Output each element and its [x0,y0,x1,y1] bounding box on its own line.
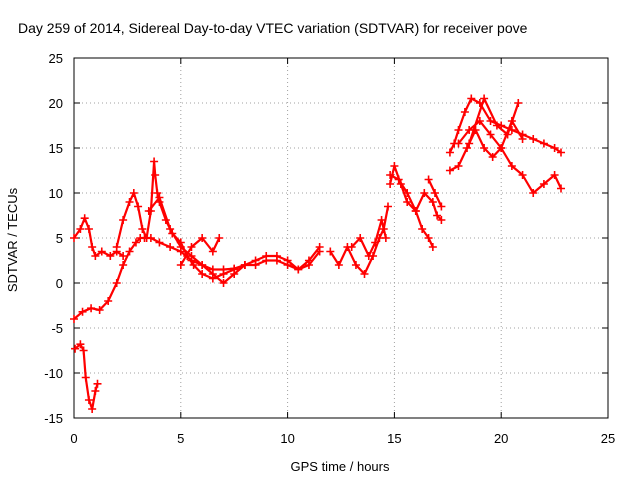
series-markers [347,216,390,260]
x-tick-label: 5 [177,431,184,446]
series-markers [445,126,566,197]
series-markers [424,175,446,211]
y-tick-label: 25 [49,51,63,66]
series-pass-j [386,171,437,251]
x-tick-label: 15 [387,431,401,446]
series-pass-a [71,340,102,413]
y-tick-label: 10 [49,186,63,201]
y-tick-label: 20 [49,96,63,111]
series-pass-f [176,234,224,269]
series-pass-k [424,175,446,211]
y-tick-label: 5 [56,231,63,246]
series-pass-d [112,157,324,283]
x-tick-label: 10 [280,431,294,446]
series-markers [465,94,523,148]
axis-ticks: 0 5 10 15 20 25 -15 -10 -5 0 5 10 15 20 25 [44,51,615,446]
series-markers [70,214,128,260]
x-axis-label: GPS time / hours [291,459,390,474]
y-tick-label: -5 [51,321,63,336]
series-markers [386,171,437,251]
x-tick-label: 20 [494,431,508,446]
series-markers [176,234,224,269]
series-markers [144,193,324,287]
series-pass-c [70,234,249,323]
series-group [70,94,566,413]
series-pass-h [347,216,390,260]
series-markers [112,157,324,283]
y-tick-label: -15 [44,411,63,426]
series-pass-o [465,94,523,148]
series-pass-b [70,214,128,260]
series-line [389,174,434,248]
series-markers [70,234,249,323]
chart-title: Day 259 of 2014, Sidereal Day-to-day VTE… [18,20,528,36]
x-tick-label: 0 [70,431,77,446]
series-markers [71,340,102,413]
y-axis-label: SDTVAR / TECUs [5,187,20,292]
x-tick-label: 25 [601,431,615,446]
y-tick-label: 0 [56,276,63,291]
series-pass-e [144,193,324,287]
y-tick-label: -10 [44,366,63,381]
series-line [73,217,124,258]
y-tick-label: 15 [49,141,63,156]
series-markers [445,94,566,157]
